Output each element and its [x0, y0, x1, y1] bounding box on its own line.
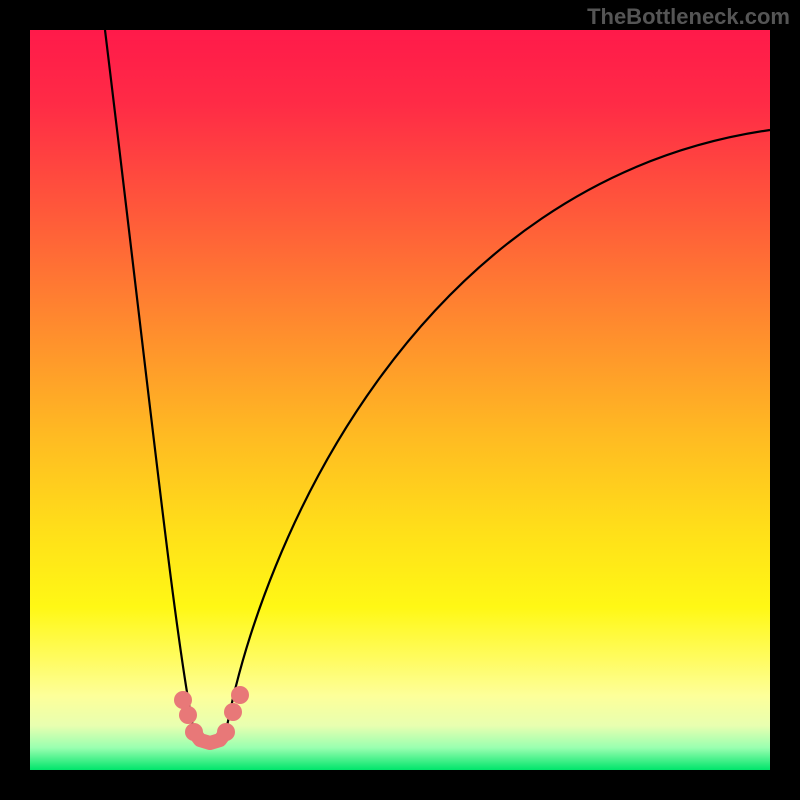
watermark-text: TheBottleneck.com [587, 4, 790, 30]
bottleneck-chart [0, 0, 800, 800]
chart-container: TheBottleneck.com [0, 0, 800, 800]
